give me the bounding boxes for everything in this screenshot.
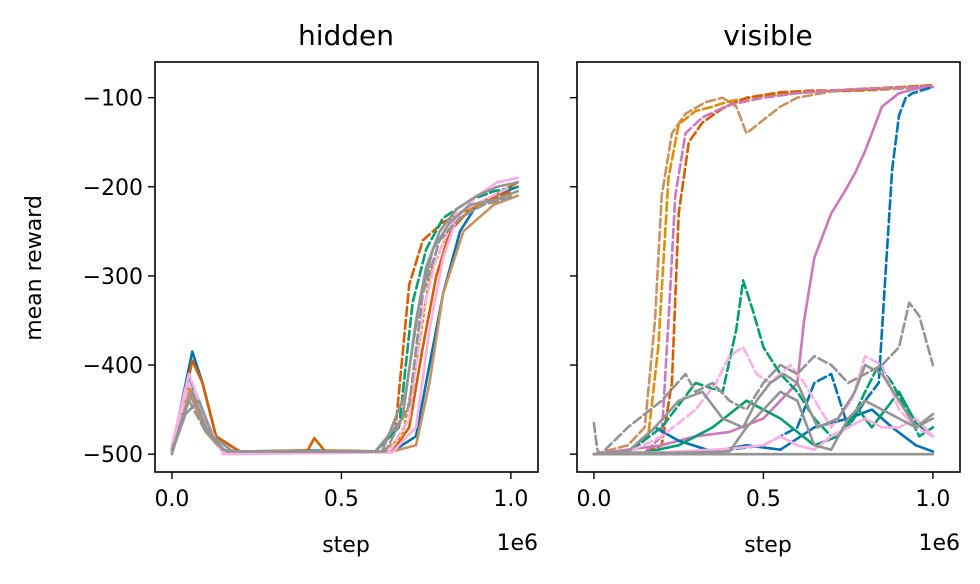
series-line-run-pink [170,176,520,456]
series-line-run-gray-solid-b [592,390,935,456]
x-axis-label: step [744,533,792,558]
series-line-run-pink-dashed [170,185,513,454]
plot-area-hidden: 0.0 0.5 1.0 −100 −200 −300 −400 −500 [83,61,539,512]
series-line-run-blue [170,185,520,453]
panel-visible: visible 0.0 0.5 1.0 step 1e6 [570,19,961,558]
panel-hidden: hidden 0.0 0.5 1.0 −100 −200 −300 −400 −500 ste… [22,19,539,558]
x-tick-label: 1.0 [915,487,950,512]
x-tick-label: 0.5 [324,487,359,512]
series-line-run-gray-b [170,189,520,454]
series-line-run-green-dashed [592,279,935,456]
series-line-run-pink-solid [592,417,935,456]
axes-frame [576,61,961,473]
x-tick-label: 0.5 [746,487,781,512]
y-tick-label: −300 [83,265,143,290]
x-tick-label: 1.0 [493,487,528,512]
plot-area-visible: 0.0 0.5 1.0 [570,61,961,512]
series-line-run-tan [170,194,520,453]
axes-frame [154,61,539,473]
panel-title: hidden [298,19,394,52]
y-axis-label: mean reward [22,195,47,341]
y-tick-label: −400 [83,354,143,379]
x-axis-label: step [322,533,370,558]
series-line-run-gray-c [170,196,513,453]
series-line-run-tan-dashed [592,85,935,456]
series-line-run-gray-solid-a [592,363,935,456]
x-tick-label: 0.0 [154,487,189,512]
y-tick-label: −200 [83,176,143,201]
series-line-run-amber-dashed [592,83,935,456]
x-scale-note: 1e6 [496,531,538,556]
series-line-run-blue-dashed [592,85,935,456]
series-group [592,83,935,456]
series-line-run-purple-solid [592,85,935,456]
x-scale-note: 1e6 [918,531,960,556]
series-group [170,176,520,456]
series-line-run-pink-dashed [592,345,935,456]
y-tick-label: −500 [83,443,143,468]
x-tick-label: 0.0 [576,487,611,512]
series-line-run-purple-dashed [592,84,935,456]
series-line-run-red-dashed [592,83,935,456]
series-line-run-gray-dashed [592,301,935,456]
panel-title: visible [723,19,813,52]
series-line-run-green [170,185,520,453]
y-tick-label: −100 [83,87,143,112]
